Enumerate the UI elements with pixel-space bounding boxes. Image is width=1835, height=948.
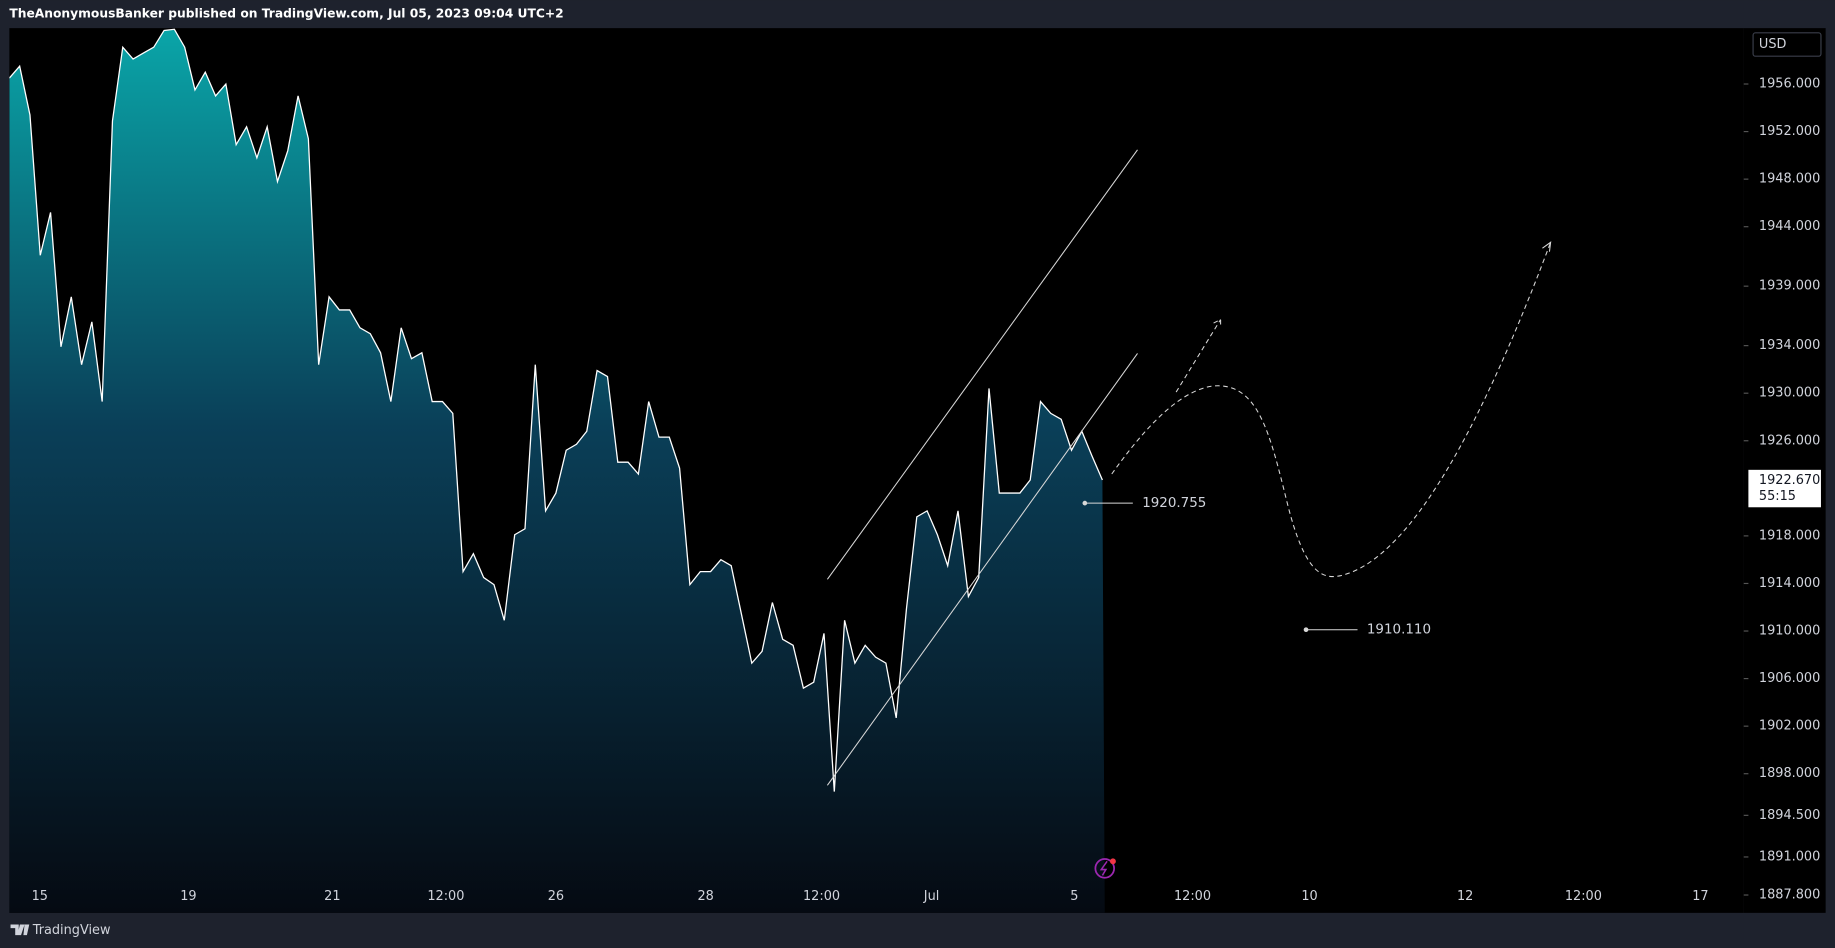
annotation-label: 1920.755 (1142, 496, 1206, 511)
y-tick-label: 1934.000 (1759, 338, 1820, 353)
y-tick-label: 1887.800 (1759, 888, 1820, 903)
y-tick-label: 1939.000 (1759, 279, 1820, 294)
x-tick-label: 12:00 (427, 889, 464, 904)
last-price-badge (1748, 469, 1821, 508)
y-tick-label: 1952.000 (1759, 124, 1820, 139)
currency: USD (1759, 37, 1787, 52)
y-tick-label: 1914.000 (1759, 576, 1820, 591)
drawings (826, 149, 1552, 786)
y-tick-label: 1906.000 (1759, 671, 1820, 686)
y-tick-label: 1948.000 (1759, 172, 1820, 187)
x-tick-label: 26 (548, 889, 564, 904)
y-tick-label: 1944.000 (1759, 219, 1820, 234)
projection-arrowhead (1542, 241, 1552, 252)
annotation-label: 1910.110 (1367, 623, 1431, 638)
y-tick-label: 1926.000 (1759, 433, 1820, 448)
brand-logo (10, 924, 30, 936)
alert-icon[interactable] (1094, 858, 1116, 879)
footer: TradingView (10, 923, 111, 938)
y-tick-label: 1918.000 (1759, 528, 1820, 543)
channel-lower (826, 353, 1138, 786)
y-tick-label: 1930.000 (1759, 386, 1820, 401)
x-tick-label: 10 (1301, 889, 1317, 904)
y-tick-label: 1898.000 (1759, 766, 1820, 781)
y-tick-label: 1894.500 (1759, 808, 1820, 823)
x-tick-label: 21 (324, 889, 340, 904)
y-tick-label: 1910.000 (1759, 624, 1820, 639)
area-fill (9, 29, 1105, 913)
projection-path (1111, 242, 1552, 578)
x-tick-label: 12:00 (1565, 889, 1602, 904)
y-tick-label: 1902.000 (1759, 719, 1820, 734)
x-tick-label: 5 (1070, 889, 1078, 904)
x-tick-label: Jul (923, 889, 940, 904)
x-tick-label: 12 (1457, 889, 1473, 904)
brand: TradingView (32, 923, 111, 938)
x-tick-label: 12:00 (803, 889, 840, 904)
projection-arrow (1175, 318, 1222, 393)
countdown: 55:15 (1759, 489, 1796, 504)
x-tick-label: 19 (180, 889, 196, 904)
y-tick-label: 1956.000 (1759, 77, 1820, 92)
currency-box[interactable] (1752, 32, 1822, 57)
series-group (9, 28, 1105, 913)
header-title: TheAnonymousBanker published on TradingV… (9, 7, 563, 21)
x-tick-label: 17 (1692, 889, 1708, 904)
y-tick-label: 1891.000 (1759, 849, 1820, 864)
x-tick-label: 28 (697, 889, 713, 904)
x-tick-label: 15 (32, 889, 48, 904)
x-tick-label: 12:00 (1174, 889, 1211, 904)
channel-upper (826, 149, 1138, 580)
last-price-label: 1922.670 (1759, 473, 1820, 488)
price-line (9, 28, 1103, 792)
